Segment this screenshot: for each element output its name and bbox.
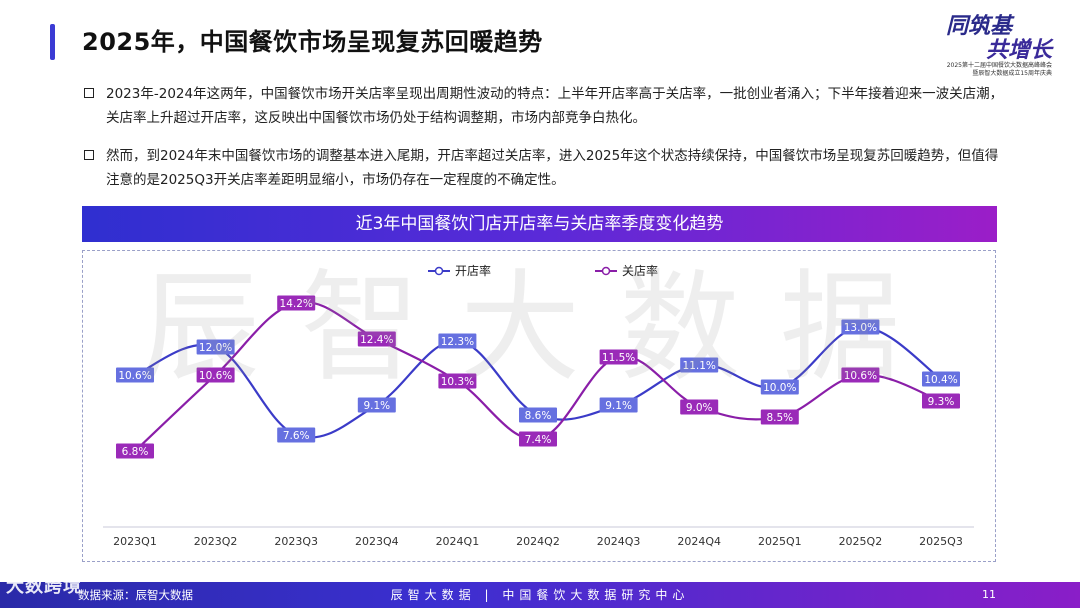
- data-label: 9.1%: [605, 400, 632, 412]
- data-label: 10.6%: [118, 370, 151, 382]
- chart-frame: 2023Q1 2023Q2 2023Q3 2023Q4 2024Q1 2024Q2 2024…: [82, 250, 996, 562]
- data-label-bg: [438, 333, 477, 349]
- logo-subtitle-1: 2025第十二届中国餐饮大数据高峰峰会: [946, 62, 1052, 69]
- x-tick-label: 2023Q3: [274, 535, 318, 548]
- data-label-bg: [599, 397, 638, 413]
- page-title: 2025年，中国餐饮市场呈现复苏回暖趋势: [82, 28, 543, 56]
- data-label: 10.0%: [763, 382, 796, 394]
- logo-line-2: 共增长: [985, 37, 1052, 63]
- data-label: 9.1%: [363, 400, 390, 412]
- footer-center-text: 辰智大数据 | 中国餐饮大数据研究中心: [390, 588, 690, 602]
- legend-marker: [434, 266, 444, 276]
- footer-source: 数据来源：辰智大数据: [78, 588, 193, 602]
- x-tick-label: 2024Q4: [677, 535, 721, 548]
- x-tick-label: 2024Q2: [516, 535, 560, 548]
- data-label: 10.6%: [844, 370, 877, 382]
- data-label: 13.0%: [844, 322, 877, 334]
- data-label-bg: [277, 427, 316, 443]
- data-label-bg: [760, 409, 799, 425]
- data-label: 12.4%: [360, 334, 393, 346]
- line-chart: 2023Q1 2023Q2 2023Q3 2023Q4 2024Q1 2024Q2 2024…: [103, 263, 974, 548]
- data-label-bg: [519, 407, 557, 423]
- data-label: 6.8%: [122, 446, 149, 458]
- x-tick-label: 2025Q2: [839, 535, 883, 548]
- data-label: 9.0%: [686, 402, 713, 414]
- data-label-bg: [196, 339, 235, 355]
- title-accent-bar: [50, 24, 55, 60]
- event-logo: 同筑基 共增长 2025第十二届中国餐饮大数据高峰峰会 暨辰智大数据成立15周年…: [892, 14, 1052, 80]
- x-tick-label: 2023Q2: [194, 535, 238, 548]
- data-label-bg: [357, 397, 396, 413]
- logo-subtitle-2: 暨辰智大数据成立15周年庆典: [972, 70, 1052, 77]
- data-label: 9.3%: [928, 396, 955, 408]
- data-label-bg: [680, 357, 719, 373]
- logo-line-1: 同筑基: [945, 13, 1012, 39]
- data-label-bg: [760, 379, 799, 395]
- data-label-bg: [841, 319, 880, 335]
- data-label: 8.6%: [525, 410, 552, 422]
- x-tick-label: 2023Q4: [355, 535, 399, 548]
- x-tick-label: 2024Q3: [597, 535, 641, 548]
- data-label-bg: [196, 367, 235, 383]
- data-label-bg: [922, 371, 960, 387]
- data-label: 8.5%: [766, 412, 793, 424]
- data-label: 12.0%: [199, 342, 232, 354]
- data-label: 7.4%: [525, 434, 552, 446]
- x-tick-label: 2025Q3: [919, 535, 963, 548]
- chart-title: 近3年中国餐饮门店开店率与关店率季度变化趋势: [82, 206, 997, 242]
- bullet-square-icon: [84, 150, 94, 160]
- data-label: 14.2%: [280, 298, 313, 310]
- x-tick-label: 2023Q1: [113, 535, 157, 548]
- page-number: 11: [982, 588, 996, 601]
- data-label: 10.6%: [199, 370, 232, 382]
- bullet-text-2: 然而，到2024年末中国餐饮市场的调整基本进入尾期，开店率超过关店率，进入202…: [106, 148, 999, 188]
- legend-label: 开店率: [455, 263, 491, 278]
- data-label: 7.6%: [283, 430, 310, 442]
- data-label: 11.5%: [602, 352, 635, 364]
- bullet-text-1: 2023年-2024年这两年，中国餐饮市场开关店率呈现出周期性波动的特点：上半年…: [106, 86, 1004, 126]
- bullet-paragraph-2: 然而，到2024年末中国餐饮市场的调整基本进入尾期，开店率超过关店率，进入202…: [84, 144, 1004, 192]
- data-label-bg: [841, 367, 880, 383]
- data-label-bg: [277, 295, 316, 311]
- data-label-bg: [116, 367, 154, 383]
- data-label-bg: [599, 349, 638, 365]
- legend-label: 关店率: [622, 263, 658, 278]
- data-label: 10.4%: [924, 374, 957, 386]
- legend-marker: [601, 266, 611, 276]
- series-line-2: [134, 300, 942, 452]
- data-label-bg: [680, 399, 719, 415]
- x-tick-label: 2024Q1: [436, 535, 480, 548]
- data-label-bg: [116, 443, 154, 459]
- brand-watermark: 大数跨境: [6, 576, 82, 597]
- x-tick-label: 2025Q1: [758, 535, 802, 548]
- bullet-paragraph-1: 2023年-2024年这两年，中国餐饮市场开关店率呈现出周期性波动的特点：上半年…: [84, 82, 1004, 130]
- data-label: 10.3%: [441, 376, 474, 388]
- data-label: 12.3%: [441, 336, 474, 348]
- data-label-bg: [519, 431, 557, 447]
- data-label-bg: [922, 393, 960, 409]
- data-label-bg: [357, 331, 396, 347]
- data-label: 11.1%: [683, 360, 716, 372]
- footer-bar: 数据来源：辰智大数据 辰智大数据 | 中国餐饮大数据研究中心 11: [0, 582, 1080, 608]
- data-label-bg: [438, 373, 477, 389]
- bullet-square-icon: [84, 88, 94, 98]
